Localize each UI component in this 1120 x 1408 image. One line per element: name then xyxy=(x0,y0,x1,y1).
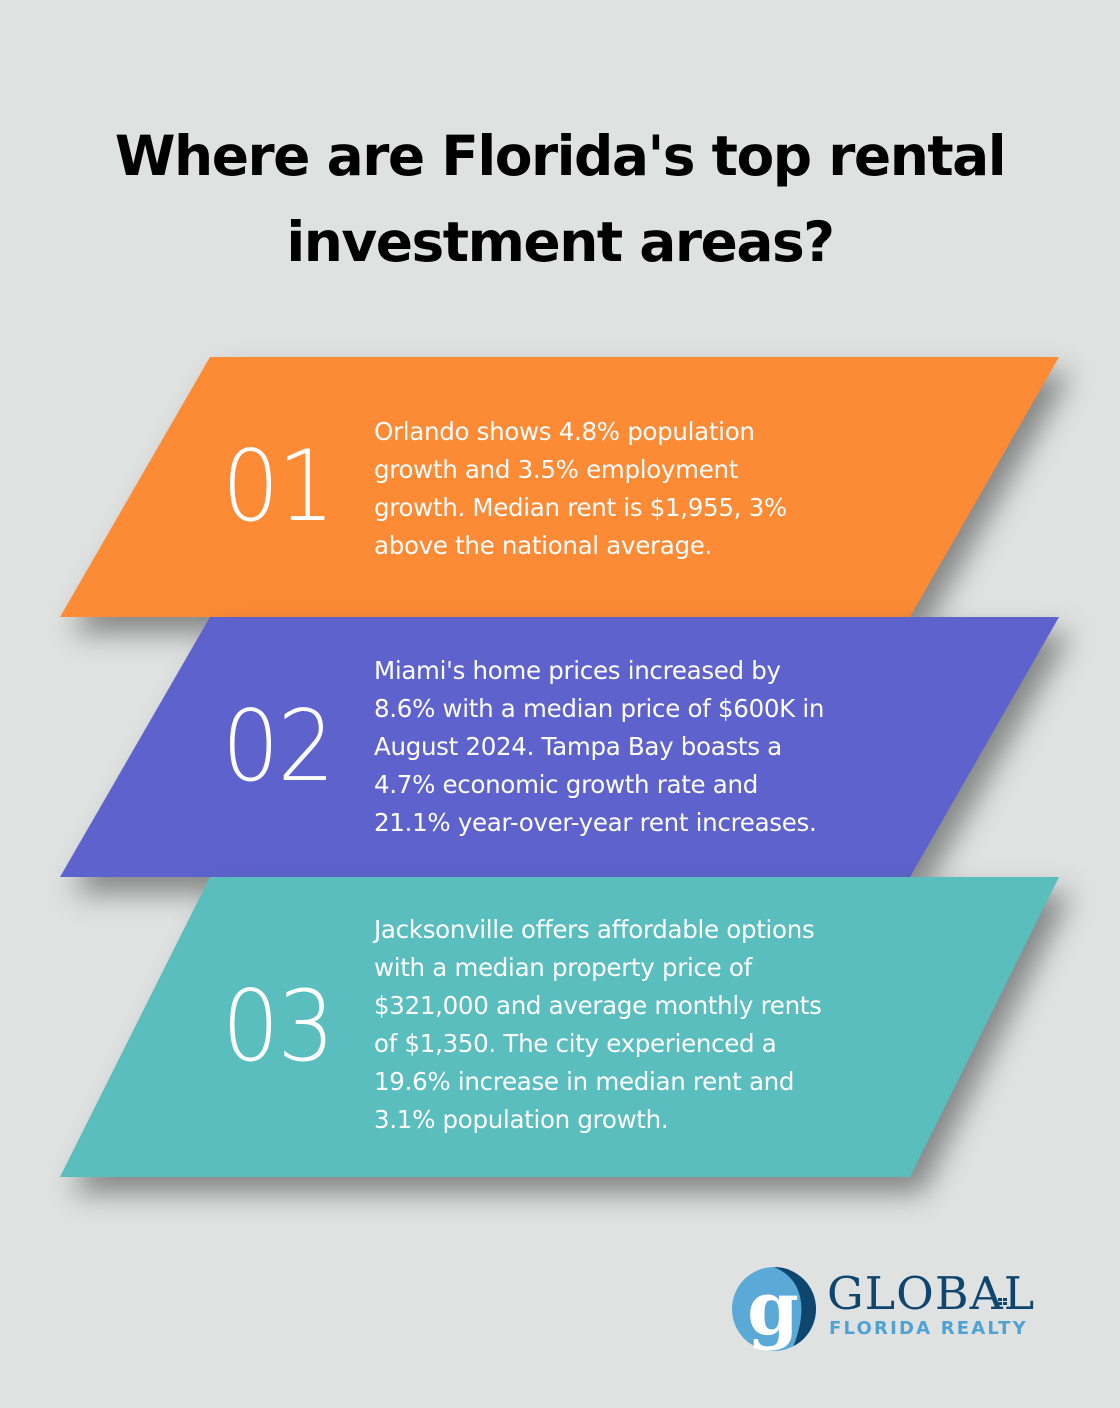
desc-line: Miami's home prices increased by xyxy=(374,656,781,685)
logo-wordmark: GLOBAL xyxy=(827,1267,1036,1320)
item-card-03: 03 Jacksonville offers affordable option… xyxy=(0,877,1120,1193)
item-description: Jacksonville offers affordable options w… xyxy=(374,911,904,1139)
desc-line: 3.1% population growth. xyxy=(374,1105,669,1134)
desc-line: $321,000 and average monthly rents xyxy=(374,991,822,1020)
title-line-2: investment areas? xyxy=(286,210,835,274)
item-number: 01 xyxy=(222,430,335,544)
desc-line: 19.6% increase in median rent and xyxy=(374,1067,795,1096)
desc-line: Orlando shows 4.8% population xyxy=(374,417,755,446)
logo-subtitle: FLORIDA REALTY xyxy=(829,1318,1028,1339)
desc-line: above the national average. xyxy=(374,531,712,560)
item-number: 02 xyxy=(222,690,335,804)
page-title: Where are Florida's top rental investmen… xyxy=(0,113,1120,285)
item-description: Orlando shows 4.8% population growth and… xyxy=(374,413,904,565)
desc-line: growth and 3.5% employment xyxy=(374,455,739,484)
band-teal xyxy=(60,877,1059,1177)
band-purple xyxy=(60,617,1059,877)
desc-line: Jacksonville offers affordable options xyxy=(374,915,815,944)
item-number: 03 xyxy=(222,970,335,1084)
item-card-01: 01 Orlando shows 4.8% population growth … xyxy=(0,357,1120,633)
desc-line: with a median property price of xyxy=(374,953,752,982)
brand-logo: g GLOBAL FLORIDA REALTY xyxy=(731,1266,1071,1356)
band-orange xyxy=(60,357,1059,617)
logo-g-icon: g xyxy=(732,1266,816,1352)
house-window-icon xyxy=(998,1298,1007,1305)
desc-line: August 2024. Tampa Bay boasts a xyxy=(374,732,782,761)
desc-line: 4.7% economic growth rate and xyxy=(374,770,758,799)
item-card-02: 02 Miami's home prices increased by 8.6%… xyxy=(0,617,1120,893)
desc-line: growth. Median rent is $1,955, 3% xyxy=(374,493,787,522)
item-description: Miami's home prices increased by 8.6% wi… xyxy=(374,652,904,842)
desc-line: of $1,350. The city experienced a xyxy=(374,1029,777,1058)
svg-text:g: g xyxy=(747,1266,799,1352)
desc-line: 8.6% with a median price of $600K in xyxy=(374,694,825,723)
title-line-1: Where are Florida's top rental xyxy=(114,124,1007,188)
desc-line: 21.1% year-over-year rent increases. xyxy=(374,808,817,837)
